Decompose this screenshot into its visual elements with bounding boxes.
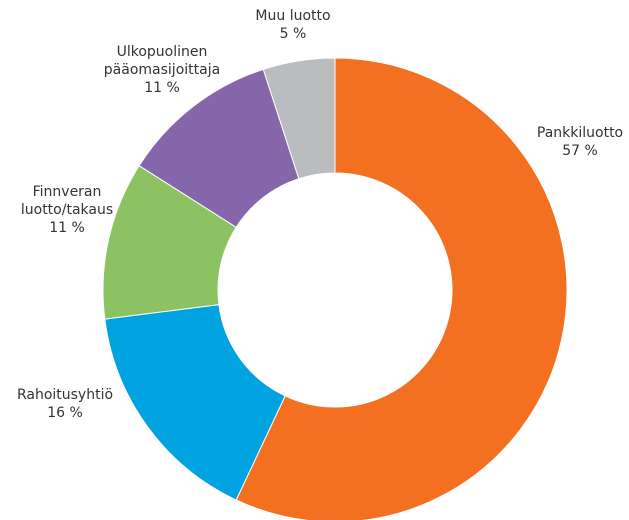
label-line: Finnveran: [33, 184, 102, 200]
label-line: Ulkopuolinen: [117, 44, 208, 60]
value-label: 11 %: [144, 80, 180, 96]
slice-label: Pankkiluotto: [537, 125, 623, 141]
slice-label: Ulkopuolinen pääomasijoittaja: [104, 44, 220, 78]
slice: [262, 57, 336, 180]
slice: [104, 304, 286, 501]
label-line: pääomasijoittaja: [104, 62, 220, 78]
slice-label: Muu luotto: [255, 8, 330, 24]
slice: [235, 57, 568, 520]
value-label: 57 %: [562, 143, 598, 159]
value-label: 11 %: [49, 220, 85, 236]
label-line: Pankkiluotto: [537, 125, 623, 141]
label-line: luotto/takaus: [21, 202, 113, 218]
label-line: Rahoitusyhtiö: [17, 387, 113, 403]
label-line: Muu luotto: [255, 8, 330, 24]
value-label: 5 %: [280, 26, 307, 42]
slice-label: Finnveran luotto/takaus: [21, 184, 113, 218]
value-label: 16 %: [47, 405, 83, 421]
slice-label: Rahoitusyhtiö: [17, 387, 113, 403]
